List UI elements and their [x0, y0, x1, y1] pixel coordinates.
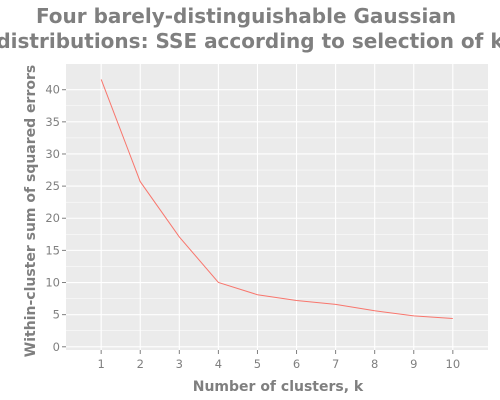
y-tick-label: 0 [53, 340, 60, 354]
grid-lines [66, 64, 488, 350]
y-tick-label: 10 [45, 276, 60, 290]
series-layer [100, 79, 453, 319]
x-tick-label: 2 [137, 357, 144, 371]
y-tick-label: 40 [45, 83, 60, 97]
x-axis-label: Number of clusters, k [193, 379, 364, 395]
x-tick-label: 10 [446, 357, 461, 371]
x-tick-label: 7 [332, 357, 339, 371]
series-line [100, 79, 453, 319]
y-tick-label: 25 [45, 179, 60, 193]
x-tick-label: 8 [371, 357, 378, 371]
y-tick-label: 35 [45, 115, 60, 129]
axes: 0 5 10 15 20 25 30 35 40 1 2 3 4 5 6 7 8 9 10 [45, 83, 460, 371]
y-axis-label: Within-cluster sum of squared errors [23, 65, 39, 357]
y-tick-label: 15 [45, 243, 60, 257]
y-tick-label: 30 [45, 147, 60, 161]
x-tick-label: 6 [293, 357, 300, 371]
x-tick-label: 5 [254, 357, 261, 371]
x-tick-label: 4 [215, 357, 222, 371]
chart-title-line-1: Four barely-distinguishable Gaussian [36, 4, 456, 28]
chart-title-line-2: distributions: SSE according to selectio… [0, 29, 500, 53]
x-tick-label: 9 [410, 357, 417, 371]
x-tick-label: 3 [176, 357, 183, 371]
plot-panel [66, 64, 488, 350]
x-tick-label: 1 [98, 357, 105, 371]
y-tick-label: 5 [53, 308, 60, 322]
y-tick-label: 20 [45, 211, 60, 225]
